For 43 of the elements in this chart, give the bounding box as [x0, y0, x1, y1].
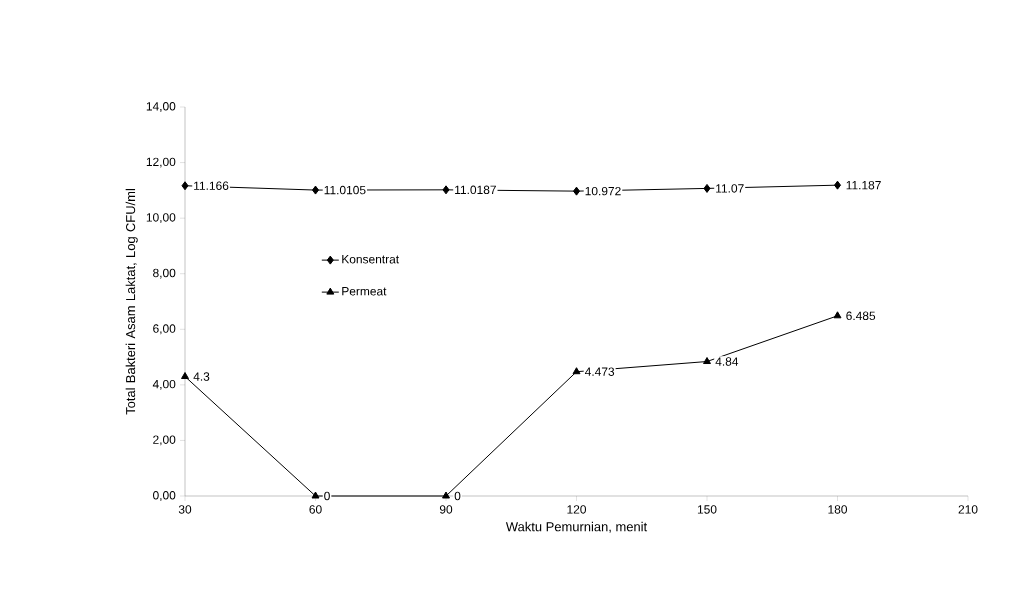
y-tick-label: 0,00: [153, 491, 176, 501]
point: [703, 357, 711, 365]
point: [181, 181, 189, 191]
point: [312, 185, 319, 195]
x-tick-label: 60: [309, 505, 322, 514]
point: [573, 186, 580, 196]
point: [311, 491, 320, 499]
point: [572, 367, 581, 375]
x-tick-label: 30: [178, 505, 192, 514]
x-axis-title: Waktu Pemurnian, menit: [505, 521, 648, 533]
y-tick-label: 14,00: [146, 102, 176, 112]
data-label: 10.972: [585, 186, 621, 196]
y-tick-label: 2,00: [153, 435, 176, 446]
x-tick-label: 180: [828, 505, 848, 514]
point: [442, 491, 450, 499]
y-tick-label: 10,00: [146, 213, 176, 224]
data-label: 11.0105: [324, 185, 366, 195]
data-label: 11.0187: [455, 185, 496, 195]
y-tick-label: 8,00: [153, 268, 176, 279]
x-tick-label: 90: [439, 505, 453, 514]
legend-label: Konsentrat: [342, 255, 400, 264]
point: [703, 183, 711, 193]
y-tick-label: 6,00: [153, 324, 176, 335]
data-label: 11.187: [846, 180, 881, 190]
legend-label: Permeat: [342, 287, 387, 296]
x-tick-label: 210: [958, 505, 978, 514]
point: [442, 185, 450, 195]
y-tick-label: 12,00: [146, 157, 176, 168]
data-label: 4.84: [715, 357, 739, 366]
data-label: 6.485: [846, 311, 876, 321]
data-label: 4.473: [584, 367, 615, 376]
x-tick-label: 150: [697, 505, 717, 514]
point: [181, 372, 189, 380]
data-label: 0: [324, 491, 330, 501]
data-label: 11.166: [194, 181, 229, 190]
data-label: 11.07: [716, 184, 744, 193]
point: [833, 311, 842, 319]
x-tick-label: 120: [567, 505, 587, 514]
data-label: 0: [454, 491, 461, 501]
y-tick-label: 4,00: [152, 379, 176, 390]
data-label: 4.3: [193, 372, 210, 381]
y-axis-title: Total Bakteri Asam Laktat, Log CFU/ml: [125, 189, 138, 415]
point: [834, 180, 842, 190]
